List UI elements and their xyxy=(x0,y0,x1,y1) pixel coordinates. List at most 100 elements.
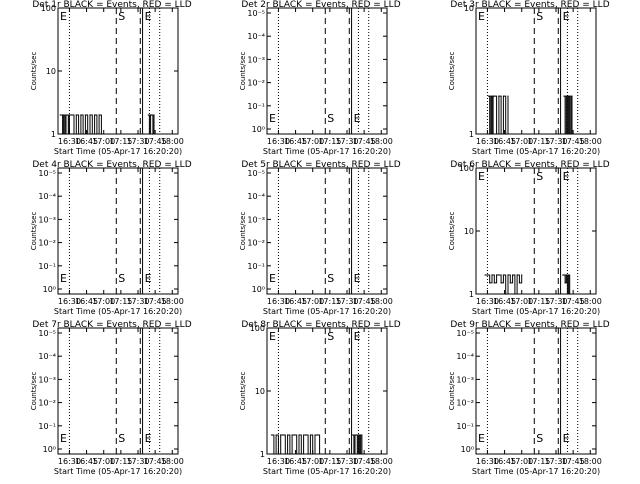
x-tick-label: 17:30 xyxy=(544,137,567,146)
x-tick-label: 16:30 xyxy=(267,137,290,146)
detector-panel: Det 1r BLACK = Events, RED = LLD Counts/s… xyxy=(30,0,192,156)
panel-title: Det 7r BLACK = Events, RED = LLD xyxy=(32,320,191,330)
y-tick-label: 10 xyxy=(46,67,56,76)
s-marker-label: S xyxy=(118,10,125,23)
y-axis-label: Counts/sec xyxy=(30,52,38,91)
y-tick-label: 10⁻⁵ xyxy=(247,9,265,18)
events-series-line xyxy=(562,274,571,295)
e-marker-label: E xyxy=(563,432,570,445)
plot-frame xyxy=(57,327,179,455)
events-series-line xyxy=(564,95,574,135)
y-axis-label: Counts/sec xyxy=(30,212,38,251)
x-tick-label: 17:45 xyxy=(353,457,376,466)
x-tick-label: 17:00 xyxy=(92,457,115,466)
y-tick-label: 100 xyxy=(459,164,474,173)
x-tick-label: 17:00 xyxy=(301,297,324,306)
x-tick-label: 17:45 xyxy=(353,297,376,306)
x-tick-label: 17:00 xyxy=(92,137,115,146)
x-axis-label: Start Time (05-Apr-17 16:20:20) xyxy=(472,467,600,476)
y-tick-label: 10⁻³ xyxy=(247,55,265,64)
y-tick-label: 10⁻³ xyxy=(38,375,56,384)
y-tick-label: 10 xyxy=(255,387,265,396)
x-tick-label: 16:30 xyxy=(476,297,499,306)
y-tick-label: 10⁻¹ xyxy=(247,262,265,271)
y-axis-label: Counts/sec xyxy=(448,212,456,251)
x-tick-label: 16:45 xyxy=(75,137,98,146)
panel-title: Det 8r BLACK = Events, RED = LLD xyxy=(241,320,400,330)
x-tick-label: 16:30 xyxy=(267,297,290,306)
x-tick-label: 17:30 xyxy=(335,137,358,146)
panel-title: Det 3r BLACK = Events, RED = LLD xyxy=(450,0,609,10)
y-tick-label: 10⁻⁴ xyxy=(38,352,56,361)
detector-panel: Det 3r BLACK = Events, RED = LLD Counts/s… xyxy=(448,0,610,156)
e-marker-label: E xyxy=(563,10,570,23)
e-marker-label-start: E xyxy=(269,112,276,125)
y-axis-label: Counts/sec xyxy=(239,212,247,251)
x-axis-label: Start Time (05-Apr-17 16:20:20) xyxy=(54,467,182,476)
y-tick-label: 10⁰ xyxy=(252,125,265,134)
y-tick-label: 1 xyxy=(51,130,56,139)
x-tick-label: 17:45 xyxy=(562,457,585,466)
events-series-line xyxy=(148,114,155,135)
x-tick-label: 17:00 xyxy=(301,457,324,466)
s-marker-label: S xyxy=(327,112,334,125)
y-tick-label: 10⁻¹ xyxy=(247,102,265,111)
plot-frame xyxy=(266,7,388,135)
x-tick-label: 17:00 xyxy=(510,457,533,466)
x-tick-label: 17:30 xyxy=(335,457,358,466)
y-tick-label: 10⁻³ xyxy=(247,215,265,224)
s-marker-label: S xyxy=(327,272,334,285)
x-tick-label: 17:45 xyxy=(144,457,167,466)
x-tick-label: 16:45 xyxy=(284,297,307,306)
detector-panel: Det 2r BLACK = Events, RED = LLD Counts/s… xyxy=(239,0,401,156)
y-tick-label: 10⁻⁵ xyxy=(456,329,474,338)
y-tick-label: 100 xyxy=(41,4,56,13)
x-axis-label: Start Time (05-Apr-17 16:20:20) xyxy=(263,147,391,156)
y-tick-label: 10⁰ xyxy=(43,285,56,294)
y-axis-label: Counts/sec xyxy=(448,52,456,91)
x-tick-label: 16:30 xyxy=(267,457,290,466)
s-marker-label: S xyxy=(536,432,543,445)
s-marker-label: S xyxy=(327,330,334,343)
panel-title: Det 2r BLACK = Events, RED = LLD xyxy=(241,0,400,10)
e-marker-label-start: E xyxy=(269,272,276,285)
x-tick-label: 16:45 xyxy=(493,137,516,146)
y-tick-label: 10⁻¹ xyxy=(456,422,474,431)
detector-panel: Det 5r BLACK = Events, RED = LLD Counts/s… xyxy=(239,160,401,316)
y-tick-label: 10⁰ xyxy=(461,445,474,454)
e-marker-label: E xyxy=(354,272,361,285)
y-tick-label: 10⁰ xyxy=(252,285,265,294)
x-tick-label: 16:45 xyxy=(284,457,307,466)
x-tick-label: 17:15 xyxy=(318,457,341,466)
x-tick-label: 17:00 xyxy=(301,137,324,146)
detector-panel: Det 9r BLACK = Events, RED = LLD Counts/s… xyxy=(448,320,610,476)
detector-panel: Det 8r BLACK = Events, RED = LLD Counts/s… xyxy=(239,320,401,476)
x-tick-label: 16:45 xyxy=(493,457,516,466)
x-tick-label: 17:15 xyxy=(109,137,132,146)
events-series-line xyxy=(488,95,509,135)
panel-title: Det 9r BLACK = Events, RED = LLD xyxy=(450,320,609,330)
x-axis-label: Start Time (05-Apr-17 16:20:20) xyxy=(54,147,182,156)
y-tick-label: 10⁻⁵ xyxy=(38,169,56,178)
x-tick-label: 17:45 xyxy=(144,297,167,306)
x-tick-label: 17:00 xyxy=(92,297,115,306)
panel-title: Det 4r BLACK = Events, RED = LLD xyxy=(32,160,191,170)
y-axis-label: Counts/sec xyxy=(239,372,247,411)
x-tick-label: 18:00 xyxy=(579,457,602,466)
y-tick-label: 10⁻² xyxy=(38,399,56,408)
x-tick-label: 17:00 xyxy=(510,137,533,146)
x-axis-label: Start Time (05-Apr-17 16:20:20) xyxy=(263,307,391,316)
y-tick-label: 1 xyxy=(260,450,265,459)
y-tick-label: 10⁻⁴ xyxy=(247,192,265,201)
x-tick-label: 17:15 xyxy=(527,297,550,306)
x-tick-label: 18:00 xyxy=(370,297,393,306)
y-axis-label: Counts/sec xyxy=(30,372,38,411)
events-series-line xyxy=(271,434,321,455)
plot-frame xyxy=(475,7,597,135)
y-tick-label: 10⁻¹ xyxy=(38,262,56,271)
x-tick-label: 17:15 xyxy=(109,297,132,306)
e-marker-label: E xyxy=(145,272,152,285)
x-tick-label: 18:00 xyxy=(579,297,602,306)
e-marker-label-start: E xyxy=(478,10,485,23)
